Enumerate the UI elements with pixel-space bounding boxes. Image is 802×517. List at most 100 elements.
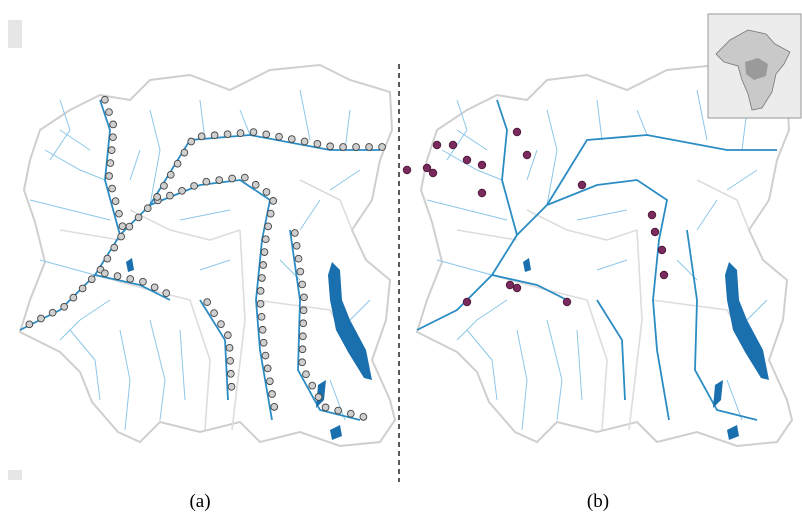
sub-basin-border <box>696 179 750 231</box>
lake <box>328 262 372 380</box>
station <box>226 356 235 365</box>
station <box>300 293 308 302</box>
station <box>402 165 412 175</box>
station <box>422 163 432 173</box>
station <box>428 168 438 178</box>
tributary <box>29 199 111 221</box>
station <box>223 130 232 139</box>
station <box>60 302 69 311</box>
sub-basin-border <box>94 274 211 431</box>
station <box>260 248 269 256</box>
lake <box>727 425 739 440</box>
tributary <box>456 129 488 151</box>
station <box>228 174 236 183</box>
tributary <box>69 329 101 401</box>
station <box>299 332 307 341</box>
station <box>299 306 308 315</box>
station <box>117 232 125 241</box>
station <box>236 129 245 137</box>
tributary <box>546 319 563 421</box>
station <box>150 283 159 292</box>
station <box>126 275 135 283</box>
map-panel <box>18 63 397 448</box>
tributary <box>726 169 758 191</box>
sub-basin-border <box>129 209 241 241</box>
sub-basin-border <box>231 229 246 431</box>
station <box>37 314 45 323</box>
lake <box>713 380 723 408</box>
station <box>294 254 303 263</box>
station <box>115 209 123 218</box>
lake <box>330 425 342 440</box>
tributary <box>39 259 96 276</box>
station <box>111 197 120 205</box>
station <box>173 159 182 168</box>
station <box>215 176 224 184</box>
station <box>326 142 334 151</box>
station <box>562 297 572 307</box>
station <box>290 229 299 237</box>
tributary <box>299 89 311 141</box>
station <box>101 95 109 104</box>
station <box>321 403 330 412</box>
station <box>210 131 219 140</box>
station <box>106 159 115 167</box>
tributary <box>596 99 603 141</box>
station <box>314 393 323 401</box>
station <box>477 188 487 198</box>
station <box>650 227 660 237</box>
station <box>263 364 272 373</box>
tributary <box>726 379 743 421</box>
station <box>125 222 134 231</box>
station <box>346 409 355 418</box>
tributary <box>446 99 468 161</box>
inset-map <box>707 13 802 119</box>
station <box>300 137 309 146</box>
station <box>105 108 113 116</box>
station <box>264 222 272 231</box>
station <box>69 293 78 302</box>
station <box>512 127 522 137</box>
tributary <box>149 109 161 206</box>
tributary <box>119 329 131 431</box>
station <box>187 137 196 146</box>
station <box>241 173 249 182</box>
river <box>546 134 777 206</box>
station <box>108 184 117 193</box>
station <box>522 150 532 160</box>
tributary <box>436 259 493 276</box>
basin-outline <box>415 63 794 448</box>
station <box>227 382 236 391</box>
tributary <box>516 329 528 431</box>
tributary <box>239 109 251 136</box>
station <box>139 277 147 286</box>
tributary <box>199 99 206 141</box>
station <box>101 269 109 278</box>
station <box>647 210 657 220</box>
station <box>105 172 113 180</box>
station <box>251 180 260 189</box>
tributary <box>149 319 166 421</box>
station <box>299 319 308 328</box>
corner-mark <box>8 470 22 480</box>
tributary <box>576 209 628 221</box>
panel-label: (b) <box>587 491 609 512</box>
sub-basin-border <box>628 229 643 431</box>
station <box>217 320 225 328</box>
station <box>269 197 278 205</box>
station <box>110 243 119 252</box>
station <box>160 181 168 190</box>
station <box>432 140 442 150</box>
station <box>365 143 373 151</box>
station <box>134 213 143 222</box>
station <box>259 338 268 347</box>
station <box>339 143 347 151</box>
station <box>512 283 522 293</box>
sub-basin-border <box>526 209 638 241</box>
station <box>302 370 310 379</box>
station <box>462 297 472 307</box>
station <box>166 191 174 200</box>
station <box>107 146 116 154</box>
